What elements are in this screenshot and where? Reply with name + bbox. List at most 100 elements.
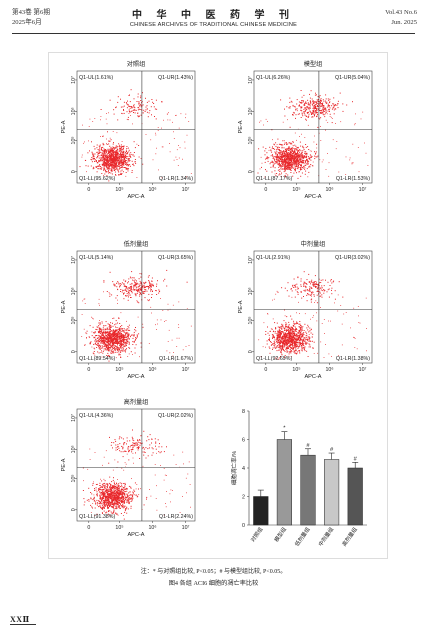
x-axis-label: APC-A [127, 194, 144, 200]
bar-category-label: 模型组 [272, 525, 288, 543]
flow-panel-1: 对照组 Q1-UL(1.61%) Q1-UR(1.43%) Q1-LL(95.62%)… [61, 60, 196, 200]
y-tick-label: 10⁵ [71, 136, 77, 144]
journal-issue-right: Vol.43 No.6 Jun. 2025 [385, 8, 417, 28]
flow-panel-4: 中剂量组 Q1-UL(2.91%) Q1-UR(3.02%) Q1-LL(92.69%… [238, 240, 373, 380]
quadrant-ur-label: Q1-UR(1.43%) [158, 75, 193, 81]
x-tick-label: 10⁵ [115, 367, 123, 373]
quadrant-ul-label: Q1-UL(4.36%) [79, 413, 113, 419]
y-axis-label: PE-A [61, 458, 67, 471]
quadrant-ul-label: Q1-UL(6.26%) [256, 75, 290, 81]
x-tick-label: 10⁷ [182, 367, 190, 373]
x-tick-label: 10⁷ [182, 525, 190, 531]
bar-category-label: 低剂量组 [293, 525, 312, 548]
journal-title: 中 华 中 医 药 学 刊 CHINESE ARCHIVES OF TRADIT… [0, 6, 427, 28]
y-tick-label: 10⁷ [71, 414, 77, 422]
significance-mark: # [330, 447, 334, 453]
scatter-dots [257, 90, 369, 179]
y-tick-label: 0 [248, 350, 254, 353]
y-tick-label: 10⁷ [248, 256, 254, 264]
x-tick-label: 10⁵ [115, 525, 123, 531]
volume-issue-cn: 第43卷 第6期 [12, 9, 50, 16]
quadrant-ur-label: Q1-UR(3.65%) [158, 255, 193, 261]
plot-frame [253, 70, 373, 184]
quadrant-ur-label: Q1-UR(2.02%) [158, 413, 193, 419]
significance-mark: * [283, 426, 286, 432]
date-en: Jun. 2025 [391, 19, 417, 26]
bar-4 [324, 459, 340, 526]
bar-y-tick-label: 0 [242, 523, 245, 529]
bar-y-tick-label: 8 [242, 409, 245, 415]
figure-note: 注：* 与对照组比较, P<0.05；# 与模型组比较, P<0.05。 [140, 569, 287, 575]
y-tick-label: 10⁷ [71, 76, 77, 84]
bar-chart: 0 2 4 6 8 细胞凋亡率/% 对照组 * 模型组 # 低剂量组 # 中剂量组 # 高剂量组 [230, 409, 367, 548]
journal-title-cn: 中 华 中 医 药 学 刊 [132, 10, 295, 21]
date-cn: 2025年6月 [12, 19, 42, 26]
header-rule [12, 33, 415, 34]
quadrant-lr-label: Q1-LR(1.53%) [336, 176, 370, 182]
volume-issue-en: Vol.43 No.6 [385, 9, 417, 16]
scatter-dots [79, 89, 192, 182]
bar-2 [276, 439, 292, 526]
flow-panel-5: 高剂量组 Q1-UL(4.36%) Q1-UR(2.02%) Q1-LL(91.38%… [61, 398, 196, 538]
figure-canvas: 对照组 Q1-UL(1.61%) Q1-UR(1.43%) Q1-LL(95.62%)… [61, 60, 373, 548]
y-tick-label: 10⁵ [71, 474, 77, 482]
y-tick-label: 0 [71, 350, 77, 353]
plot-frame [76, 250, 196, 364]
x-tick-label: 10⁵ [292, 187, 300, 193]
y-tick-label: 10⁶ [71, 107, 77, 115]
x-tick-label: 0 [87, 187, 90, 193]
significance-mark: # [354, 456, 358, 462]
y-tick-label: 10⁶ [71, 445, 77, 453]
quadrant-ll-label: Q1-LL(92.69%) [256, 356, 292, 362]
x-tick-label: 0 [264, 367, 267, 373]
y-tick-label: 10⁵ [248, 136, 254, 144]
quadrant-ll-label: Q1-LL(95.62%) [79, 176, 115, 182]
x-tick-label: 10⁵ [115, 187, 123, 193]
y-axis-label: PE-A [61, 120, 67, 133]
scatter-dots [82, 429, 191, 520]
x-axis-label: APC-A [304, 194, 321, 200]
x-axis-label: APC-A [304, 374, 321, 380]
x-axis-label: APC-A [127, 532, 144, 538]
quadrant-ll-label: Q1-LL(87.17%) [256, 176, 292, 182]
y-tick-label: 10⁶ [71, 287, 77, 295]
bar-category-label: 对照组 [249, 525, 265, 543]
y-tick-label: 10⁶ [248, 107, 254, 115]
quadrant-lr-label: Q1-LR(1.38%) [336, 356, 370, 362]
bar-3 [300, 454, 316, 526]
quadrant-lr-label: Q1-LR(1.34%) [159, 176, 193, 182]
y-tick-label: 10⁷ [248, 76, 254, 84]
panel-title: 中剂量组 [301, 240, 326, 248]
y-tick-label: 10⁵ [248, 316, 254, 324]
quadrant-ll-label: Q1-LL(91.38%) [79, 514, 115, 520]
x-tick-label: 10⁶ [325, 187, 333, 193]
journal-issue-left: 第43卷 第6期 2025年6月 [12, 8, 50, 28]
x-tick-label: 10⁶ [148, 367, 156, 373]
plot-frame [76, 70, 196, 184]
x-tick-label: 0 [87, 367, 90, 373]
y-tick-label: 10⁷ [71, 256, 77, 264]
y-axis-label: PE-A [61, 300, 67, 313]
quadrant-ul-label: Q1-UL(5.14%) [79, 255, 113, 261]
x-axis-label: APC-A [127, 374, 144, 380]
bar-1 [253, 496, 269, 526]
x-tick-label: 10⁷ [182, 187, 190, 193]
x-tick-label: 10⁷ [359, 187, 367, 193]
x-tick-label: 10⁶ [148, 187, 156, 193]
quadrant-lr-label: Q1-LR(2.24%) [159, 514, 193, 520]
y-tick-label: 0 [248, 170, 254, 173]
panel-title: 低剂量组 [124, 240, 149, 248]
quadrant-lr-label: Q1-LR(1.67%) [159, 356, 193, 362]
flow-panel-2: 模型组 Q1-UL(6.26%) Q1-UR(5.04%) Q1-LL(87.17%)… [238, 60, 373, 200]
bar-y-tick-label: 4 [242, 466, 245, 472]
x-tick-label: 10⁶ [325, 367, 333, 373]
bar-5 [347, 467, 363, 526]
bar-y-tick-label: 6 [242, 438, 245, 444]
y-tick-label: 10⁶ [248, 287, 254, 295]
journal-title-en: CHINESE ARCHIVES OF TRADITIONAL CHINESE … [129, 22, 298, 28]
figure-4: 对照组 Q1-UL(1.61%) Q1-UR(1.43%) Q1-LL(95.62%)… [48, 52, 388, 559]
page-number: XXⅡ [10, 614, 36, 625]
y-axis-label: PE-A [238, 120, 244, 133]
panel-title: 高剂量组 [124, 398, 149, 406]
bar-y-axis-label: 细胞凋亡率/% [230, 451, 238, 486]
